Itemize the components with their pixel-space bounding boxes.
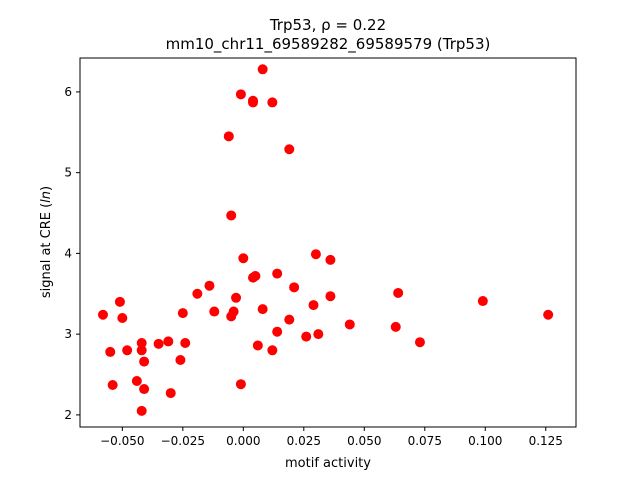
y-tick-label: 6 <box>64 85 72 99</box>
x-tick-label: 0.125 <box>529 434 563 448</box>
data-point <box>301 331 312 342</box>
data-point <box>393 287 404 298</box>
data-point <box>313 329 324 340</box>
data-point <box>289 282 300 293</box>
data-point <box>267 345 278 356</box>
x-tick-label: 0.000 <box>226 434 260 448</box>
data-point <box>284 144 295 155</box>
data-point <box>477 296 488 307</box>
data-point <box>97 309 108 320</box>
data-point <box>252 340 263 351</box>
y-tick-label: 2 <box>64 408 72 422</box>
y-axis-label-prefix: signal at CRE ( <box>39 203 54 298</box>
data-point <box>247 95 258 106</box>
data-point <box>139 356 150 367</box>
data-point <box>175 354 186 365</box>
data-point <box>177 308 188 319</box>
x-tick-label: 0.075 <box>408 434 442 448</box>
y-tick-label: 5 <box>64 166 72 180</box>
chart-title-line2: mm10_chr11_69589282_69589579 (Trp53) <box>166 35 491 54</box>
data-point <box>180 338 191 349</box>
x-axis-label: motif activity <box>285 456 371 471</box>
data-point <box>267 97 278 108</box>
data-point <box>238 253 249 264</box>
y-axis-label-suffix: ) <box>39 186 54 191</box>
data-point <box>131 375 142 386</box>
y-axis-label: signal at CRE (ln) <box>39 186 54 298</box>
data-point <box>257 64 268 75</box>
data-point <box>223 131 234 142</box>
data-point <box>114 296 125 307</box>
data-point <box>107 380 118 391</box>
x-axis-ticks: −0.050 −0.025 0.000 0.025 0.050 0.075 0.100 0.1… <box>100 427 563 448</box>
data-point <box>235 379 246 390</box>
chart-title-line1: Trp53, ρ = 0.22 <box>269 16 386 34</box>
x-tick-label: −0.025 <box>161 434 205 448</box>
data-point <box>204 280 215 291</box>
data-point <box>192 288 203 299</box>
y-axis-label-italic: ln <box>39 191 54 203</box>
data-point <box>165 388 176 399</box>
plot-frame <box>79 57 577 428</box>
data-point <box>122 345 133 356</box>
x-tick-label: 0.100 <box>468 434 502 448</box>
data-point <box>414 337 425 348</box>
x-tick-label: 0.050 <box>347 434 381 448</box>
data-point <box>250 271 261 282</box>
y-axis-ticks: 2 3 4 5 6 <box>64 85 80 422</box>
data-point <box>308 300 319 311</box>
data-point <box>228 306 239 317</box>
data-point <box>272 268 283 279</box>
y-tick-label: 3 <box>64 327 72 341</box>
data-point <box>153 338 164 349</box>
data-point <box>226 210 237 221</box>
data-point <box>543 309 554 320</box>
data-point <box>390 321 401 332</box>
y-tick-label: 4 <box>64 246 72 260</box>
data-point <box>284 314 295 325</box>
data-point <box>325 254 336 265</box>
data-points <box>97 64 554 416</box>
data-point <box>257 304 268 315</box>
data-point <box>325 291 336 302</box>
data-point <box>136 405 147 416</box>
data-point <box>272 326 283 337</box>
x-tick-label: −0.050 <box>100 434 144 448</box>
data-point <box>231 292 242 303</box>
data-point <box>136 338 147 349</box>
x-tick-label: 0.025 <box>287 434 321 448</box>
data-point <box>235 89 246 100</box>
data-point <box>139 384 150 395</box>
data-point <box>117 312 128 323</box>
data-point <box>105 346 116 357</box>
data-point <box>344 319 355 330</box>
data-point <box>136 345 147 356</box>
data-point <box>310 249 321 260</box>
data-point <box>209 306 220 317</box>
data-point <box>163 336 174 347</box>
